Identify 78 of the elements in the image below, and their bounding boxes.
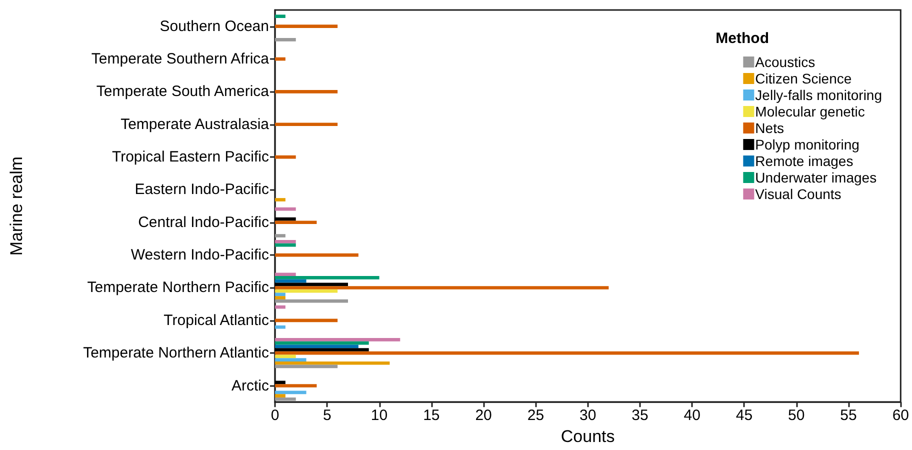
y-tick-label: Temperate South America [96, 83, 270, 100]
bar [275, 292, 286, 296]
bar [275, 361, 390, 365]
legend-label: Nets [755, 120, 784, 136]
bar [275, 364, 338, 368]
bar [275, 155, 296, 159]
legend-label: Molecular genetic [755, 104, 865, 120]
bar [275, 341, 369, 345]
x-tick-label: 35 [632, 407, 648, 424]
bar [275, 348, 369, 352]
bar [275, 122, 338, 126]
x-tick-label: 20 [475, 407, 492, 424]
legend-title: Method [716, 30, 770, 47]
legend-label: Visual Counts [755, 186, 842, 202]
bar [275, 286, 609, 290]
bar [275, 24, 338, 28]
legend-label: Remote images [755, 153, 854, 169]
bar [275, 296, 286, 300]
bar [275, 57, 286, 61]
y-tick-label: Temperate Northern Pacific [87, 279, 270, 296]
x-tick-label: 5 [322, 407, 332, 424]
bar [275, 380, 286, 384]
bar [275, 38, 296, 42]
y-tick-label: Tropical Atlantic [164, 312, 270, 329]
x-tick-label: 25 [527, 407, 544, 424]
bar [275, 384, 317, 388]
x-axis-title: Counts [560, 427, 615, 446]
bar [275, 299, 348, 303]
bar [275, 397, 296, 401]
bar [275, 220, 317, 224]
bar [275, 207, 296, 211]
bar [275, 198, 286, 202]
bar [275, 90, 338, 94]
bar [275, 318, 338, 322]
y-tick-label: Western Indo-Pacific [130, 246, 270, 264]
x-tick-label: 30 [579, 407, 596, 424]
x-tick-label: 0 [270, 407, 280, 424]
bar [275, 358, 306, 362]
bar [275, 354, 296, 358]
x-tick-label: 40 [684, 407, 700, 424]
legend-label: Citizen Science [755, 70, 852, 86]
bar [275, 289, 338, 293]
bar [275, 253, 358, 257]
bar [275, 234, 286, 238]
bar [275, 276, 380, 280]
x-tick-label: 15 [423, 407, 440, 424]
y-tick-label: Eastern Indo-Pacific [134, 181, 270, 198]
x-tick-label: 60 [892, 407, 909, 424]
y-tick-label: Central Indo-Pacific [138, 214, 270, 231]
y-tick-label: Temperate Southern Africa [91, 50, 270, 68]
bar [275, 217, 296, 221]
y-tick-label: Tropical Eastern Pacific [112, 148, 270, 166]
y-tick-label: Arctic [232, 377, 270, 394]
bar [275, 240, 296, 244]
x-tick-label: 10 [370, 407, 388, 424]
x-tick-label: 50 [788, 407, 805, 424]
bar [275, 338, 400, 342]
bar [275, 390, 306, 394]
y-axis-title: Marine realm [7, 156, 26, 256]
bar [275, 305, 286, 309]
y-tick-label: Temperate Northern Atlantic [83, 344, 270, 362]
y-tick-label: Southern Ocean [160, 18, 269, 35]
bar [275, 325, 286, 329]
x-tick-label: 55 [840, 407, 857, 424]
legend-label: Underwater images [755, 170, 877, 186]
bar [275, 344, 358, 348]
bar [275, 272, 296, 276]
x-tick-label: 45 [736, 407, 753, 424]
legend-label: Jelly-falls monitoring [755, 87, 882, 103]
legend-label: Polyp monitoring [755, 136, 860, 152]
bar [275, 282, 348, 286]
bar [275, 243, 296, 247]
bar [275, 279, 306, 283]
legend-label: Acoustics [755, 54, 816, 70]
bar [275, 351, 859, 355]
bar [275, 394, 286, 398]
bar [275, 14, 286, 18]
y-tick-label: Temperate Australasia [120, 116, 270, 133]
